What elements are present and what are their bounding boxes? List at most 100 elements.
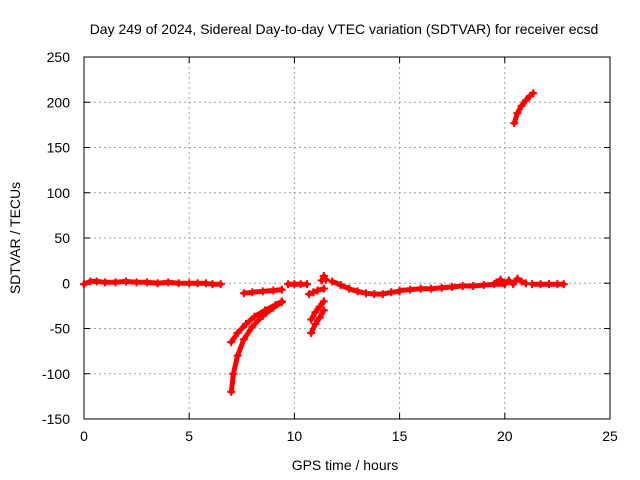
data-point [174,279,183,288]
data-point [321,275,330,284]
data-point [193,279,202,288]
y-tick-label: 0 [62,275,70,291]
data-point [437,283,446,292]
series-tail-21to23 [528,280,568,289]
series-segment-11b [307,297,328,324]
data-point [239,289,248,298]
data-point [353,287,362,296]
data-point [164,278,173,287]
series-segment-11a [307,306,328,338]
data-point [505,276,514,285]
data-point [319,284,328,293]
data-point [303,280,312,289]
data-point [427,284,436,293]
series-upper-arc [510,89,538,128]
data-point [307,315,316,324]
data-point [529,89,538,98]
data-point [416,284,425,293]
data-point [378,290,387,299]
series-dip-12to15 [328,277,404,299]
data-point [509,280,518,289]
data-point [242,319,251,328]
data-point [248,322,257,331]
data-point [517,277,526,286]
x-tick-label: 25 [602,428,618,444]
series-cluster-20 [492,274,530,289]
data-point [406,285,415,294]
y-axis-ticks: -150 -100 -50 0 50 100 150 200 250 [42,49,610,427]
data-point [517,101,526,110]
data-point [395,286,404,295]
data-point [336,281,345,290]
data-point [122,277,131,286]
chart-title: Day 249 of 2024, Sidereal Day-to-day VTE… [90,21,599,37]
data-point [345,284,354,293]
y-tick-label: 250 [47,49,71,65]
data-point [361,289,370,298]
data-point [521,96,530,105]
data-point [277,297,286,306]
data-point [496,275,505,284]
data-point [216,280,225,289]
plot-frame [83,56,611,420]
y-tick-label: -150 [42,411,70,427]
x-tick-label: 20 [497,428,513,444]
data-point [233,351,242,360]
data-point [305,290,314,299]
data-point [277,285,286,294]
data-point [143,278,152,287]
data-point [315,302,324,311]
data-point [492,278,501,287]
y-tick-label: 50 [54,230,70,246]
data-point [311,308,320,317]
data-point [92,277,101,286]
data-point [528,280,537,289]
y-tick-label: -100 [42,366,70,382]
data-point [227,338,236,347]
data-point [248,288,257,297]
data-point [229,369,238,378]
x-tick-label: 5 [185,428,193,444]
data-point [80,280,88,289]
data-point [319,306,328,315]
data-point [307,329,316,338]
series-trail [308,307,327,336]
data-point [313,286,322,295]
data-point [510,119,519,128]
x-tick-label: 15 [392,428,408,444]
data-point [500,279,509,288]
data-point [185,279,194,288]
data-point [536,280,545,289]
y-tick-label: -50 [50,321,70,337]
data-point [271,300,280,309]
series-segment-11c [305,284,328,299]
grid [84,57,610,419]
data-point [370,290,379,299]
x-tick-label: 0 [80,428,88,444]
x-axis-label: GPS time / hours [292,457,399,473]
x-axis-ticks: 0 5 10 15 20 25 [80,57,618,444]
data-point [233,329,242,338]
series-trail [81,278,224,287]
data-point [269,286,278,295]
data-point [101,278,110,287]
y-tick-label: 150 [47,140,71,156]
data-point [250,312,259,321]
data-point [479,281,488,290]
data-point [387,288,396,297]
data-point [153,279,162,288]
data-point [319,297,328,306]
y-tick-label: 100 [47,185,71,201]
series-trail [308,298,327,322]
x-tick-label: 10 [287,428,303,444]
series-bump-11 [317,272,330,285]
data-point [132,278,141,287]
data-point [315,313,324,322]
y-axis-label: SDTVAR / TECUs [7,182,23,294]
data-point [513,274,522,283]
data-point [458,281,467,290]
data-point [469,281,478,290]
series-curve-outer [227,297,286,347]
data-point [260,306,269,315]
